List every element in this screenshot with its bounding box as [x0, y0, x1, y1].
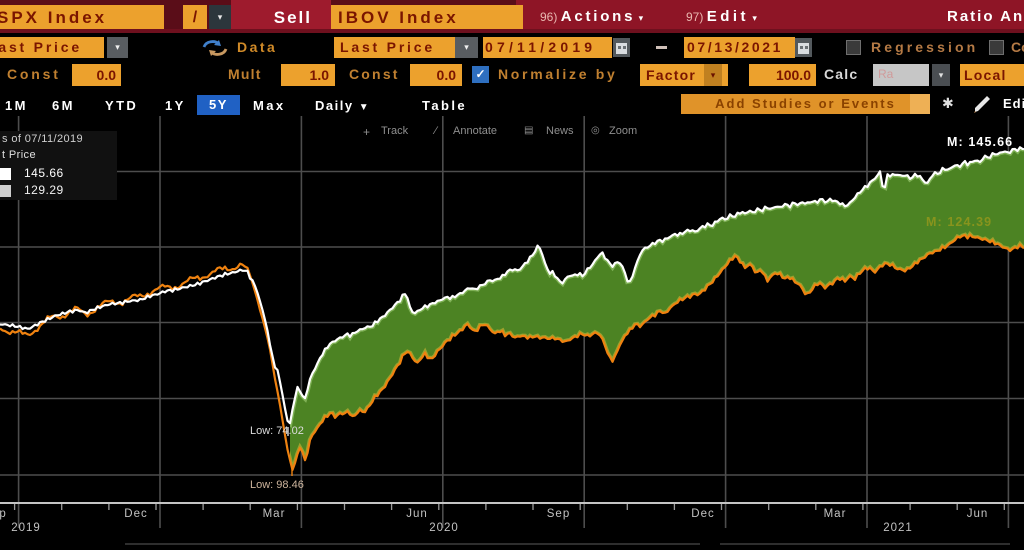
svg-text:Jun: Jun [406, 508, 428, 520]
svg-text:Sep: Sep [547, 508, 570, 520]
svg-text:2020: 2020 [429, 522, 459, 534]
svg-text:2021: 2021 [883, 522, 913, 534]
svg-text:Dec: Dec [691, 508, 714, 520]
svg-text:Low: 98.46: Low: 98.46 [250, 479, 304, 491]
svg-text:2019: 2019 [11, 522, 41, 534]
svg-text:Sep: Sep [0, 508, 7, 520]
svg-text:Mar: Mar [263, 508, 286, 520]
svg-text:Dec: Dec [124, 508, 147, 520]
svg-text:Jun: Jun [967, 508, 989, 520]
svg-text:Low: 74.02: Low: 74.02 [250, 425, 304, 437]
svg-text:M: 145.66: M: 145.66 [947, 135, 1013, 149]
svg-text:Mar: Mar [824, 508, 847, 520]
svg-text:M: 124.39: M: 124.39 [926, 215, 992, 229]
